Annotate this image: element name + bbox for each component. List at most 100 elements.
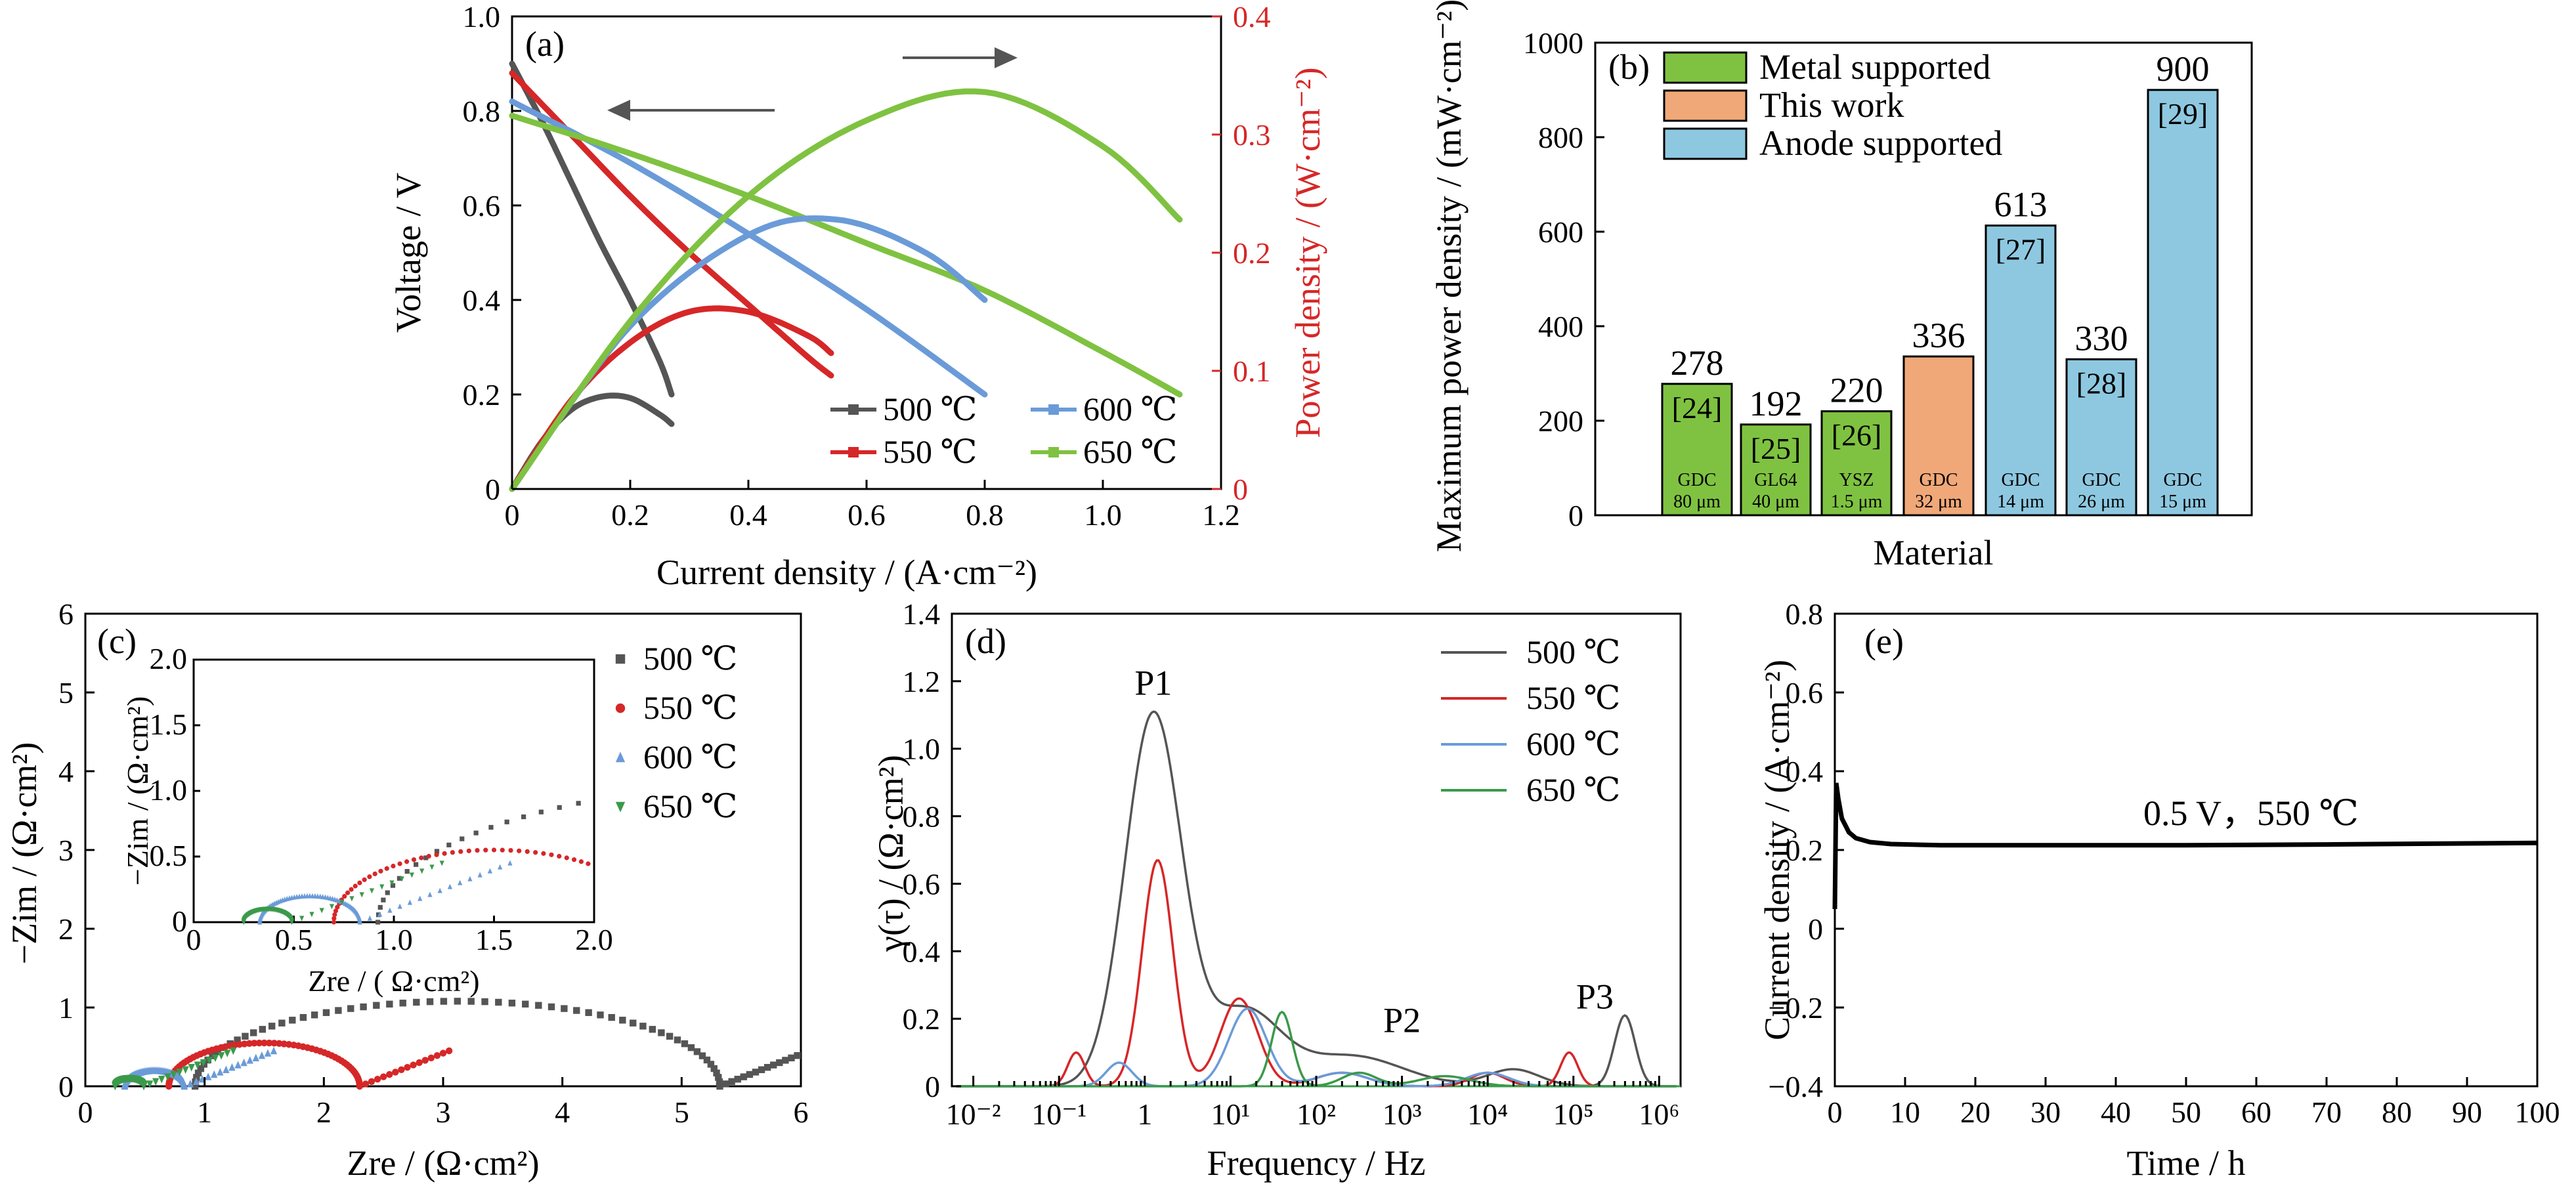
inset-point — [332, 912, 337, 918]
b-ytick-label: 1000 — [1523, 26, 1583, 60]
legend-marker — [615, 654, 626, 664]
legend-label: 500 ℃ — [883, 391, 977, 427]
a-xtick-label: 0.8 — [966, 498, 1004, 532]
panel-b-label: (b) — [1608, 47, 1650, 87]
nyquist-point — [698, 1052, 706, 1059]
inset-point — [458, 849, 463, 855]
nyquist-point — [217, 1052, 225, 1060]
c-ytick-label: 6 — [58, 597, 74, 631]
e-xtick-label: 70 — [2311, 1095, 2342, 1129]
inset-point — [377, 904, 383, 910]
nyquist-point — [630, 1019, 637, 1027]
bar-material-label: GDC — [2163, 470, 2202, 490]
inset-point — [414, 862, 419, 867]
e-ytick-label: 0.8 — [1786, 597, 1824, 631]
panel-c-xlabel: Zre / (Ω·cm²) — [347, 1143, 539, 1183]
inset-point — [521, 814, 526, 820]
inset-point — [467, 876, 473, 881]
inset-point — [385, 890, 390, 895]
panel-c-ylabel: −Zim / (Ω·cm²) — [5, 742, 44, 965]
nyquist-point — [547, 1003, 555, 1011]
legend-marker — [615, 801, 626, 813]
inset-point — [477, 872, 483, 878]
inset-ytick-label: 0.5 — [150, 839, 188, 872]
inset-point — [367, 915, 372, 921]
bar-ref-label: [29] — [2158, 97, 2208, 131]
inset-point — [439, 860, 444, 866]
inset-point — [357, 880, 362, 885]
d-xtick-label: 10² — [1297, 1097, 1336, 1131]
inset-point — [564, 855, 569, 860]
panel-a: 0 0.2 0.4 0.6 0.8 1.0 1.200.20.40.60.81.000.10… — [389, 0, 1327, 592]
inset-point — [517, 848, 522, 853]
nyquist-point — [416, 1059, 423, 1067]
nyquist-point — [392, 1069, 399, 1076]
peak-label-p1: P1 — [1134, 663, 1172, 702]
d-ytick-label: 0 — [925, 1070, 940, 1103]
d-ytick-label: 0.2 — [903, 1002, 941, 1036]
nyquist-point — [146, 1080, 154, 1088]
nyquist-point — [495, 998, 502, 1006]
inset-point — [446, 842, 452, 847]
b-ytick-label: 400 — [1538, 310, 1583, 343]
nyquist-point — [265, 1039, 273, 1047]
nyquist-point — [758, 1066, 765, 1073]
inset-point — [487, 868, 492, 874]
inset-xtick-label: 1.5 — [475, 923, 513, 956]
panel-a-label: (a) — [525, 24, 565, 64]
nyquist-point — [386, 1000, 393, 1008]
legend-label: Metal supported — [1759, 47, 1990, 87]
legend-marker — [1048, 447, 1059, 457]
nyquist-point — [322, 1009, 330, 1016]
bar-material-label: GDC — [2082, 470, 2120, 490]
inset-point — [387, 907, 393, 913]
nyquist-point — [192, 1077, 200, 1085]
e-ytick-label: 0.2 — [1786, 834, 1824, 867]
nyquist-point — [228, 1063, 236, 1071]
nyquist-point — [427, 1054, 435, 1062]
nyquist-point — [270, 1040, 278, 1047]
panel-c: 0 1 2 3 4 5 6 0 1 2 3 4 5 6 (c) Zre / (Ω·cm²) −Zim / … — [5, 597, 809, 1183]
a-ytick-label: 0.2 — [463, 378, 501, 412]
nyquist-point — [194, 1069, 202, 1076]
panel-a-xlabel: Current density / (A·cm⁻²) — [656, 553, 1037, 592]
e-xtick-label: 50 — [2171, 1095, 2201, 1129]
inset-point — [335, 904, 340, 910]
nyquist-point — [608, 1013, 615, 1021]
inset-point — [369, 888, 375, 894]
nyquist-point — [158, 1076, 165, 1084]
nyquist-point — [413, 998, 420, 1006]
bar-thickness-label: 26 μm — [2078, 492, 2125, 512]
inset-ylabel: −Zim / (Ω·cm²) — [121, 696, 154, 886]
inset-point — [391, 863, 396, 869]
panel-a-ylabel: Voltage / V — [389, 173, 428, 333]
panel-c-legend: 500 ℃ 550 ℃ 600 ℃ 650 ℃ — [615, 640, 737, 824]
bar — [1820, 410, 1893, 517]
inset-point — [557, 805, 562, 810]
inset-point — [576, 801, 581, 806]
legend-marker — [615, 703, 626, 713]
inset-point — [397, 861, 402, 866]
panel-e-label: (e) — [1864, 622, 1904, 661]
nyquist-point — [251, 1040, 258, 1047]
b-ytick-label: 600 — [1538, 215, 1583, 249]
nyquist-point — [205, 1057, 213, 1065]
nyquist-point — [752, 1069, 760, 1076]
inset-point — [397, 903, 402, 909]
inset-point — [390, 883, 396, 888]
nyquist-point — [356, 1082, 364, 1090]
bar-value-label: 278 — [1671, 343, 1724, 383]
inset-point — [447, 883, 452, 889]
inset-point — [525, 849, 530, 855]
inset-point — [458, 880, 463, 885]
panel-e-ylabel: Current density / (A·cm⁻²) — [1757, 660, 1797, 1040]
panel-b-ylabel: Maximum power density / (mW·cm⁻²) — [1429, 0, 1469, 552]
panel-d-ylabel: γ(τ) / (Ω·cm²) — [871, 755, 911, 952]
inset-point — [500, 847, 505, 853]
bar-thickness-label: 15 μm — [2159, 492, 2206, 512]
inset-ytick-label: 0 — [172, 904, 187, 938]
nyquist-point — [170, 1071, 177, 1079]
nyquist-point — [373, 1002, 380, 1009]
legend-marker — [615, 752, 626, 763]
nyquist-point — [687, 1044, 695, 1051]
